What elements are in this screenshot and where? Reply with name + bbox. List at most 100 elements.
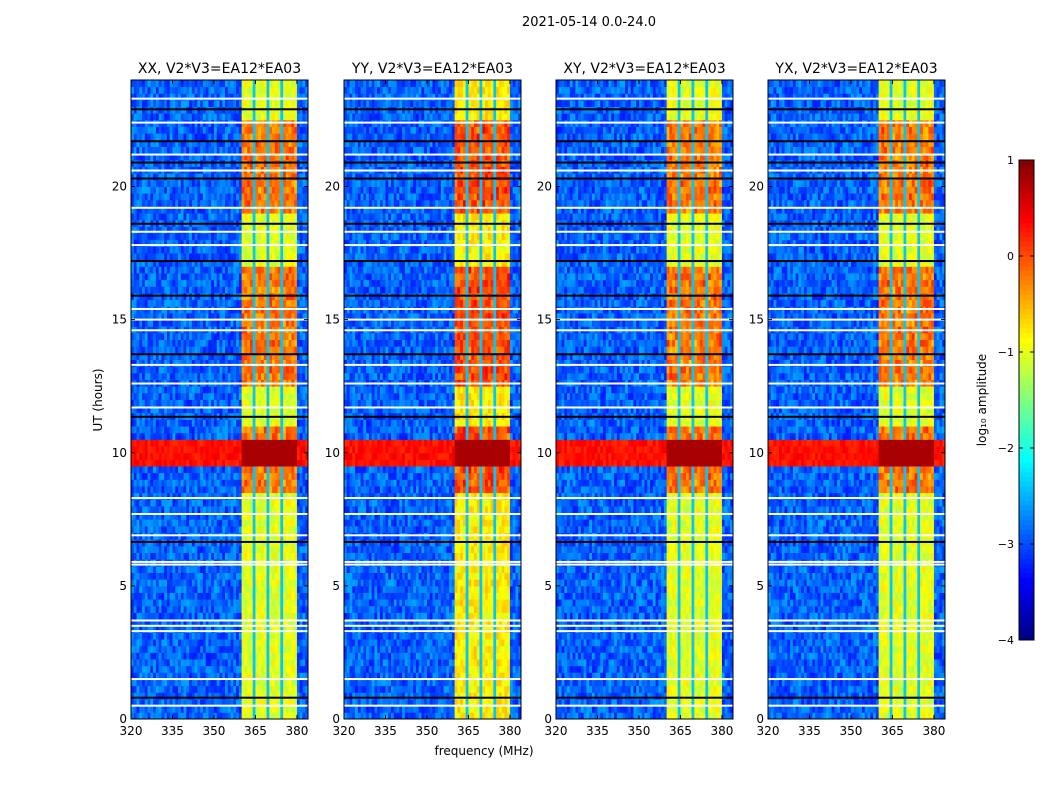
heatmap-cell <box>180 479 184 487</box>
heatmap-cell <box>197 639 201 647</box>
heatmap-cell <box>272 199 276 207</box>
heatmap-cell <box>241 565 245 573</box>
heatmap-cell <box>144 392 148 400</box>
heatmap-cell <box>269 399 273 407</box>
heatmap-cell <box>280 233 284 241</box>
heatmap-cell <box>222 459 226 467</box>
heatmap-cell <box>249 519 254 527</box>
heatmap-cell <box>285 366 290 374</box>
heatmap-cell <box>147 645 151 653</box>
heatmap-cell <box>183 253 187 261</box>
heatmap-cell <box>164 452 168 460</box>
heatmap-cell <box>153 426 157 434</box>
heatmap-cell <box>288 585 292 593</box>
heatmap-cell <box>208 273 212 281</box>
heatmap-cell <box>233 439 237 447</box>
heatmap-cell <box>180 273 184 281</box>
heatmap-cell <box>260 312 265 321</box>
heatmap-cell <box>169 466 173 474</box>
heatmap-cell <box>225 266 229 274</box>
heatmap-cell <box>302 352 306 360</box>
heatmap-cell <box>222 446 226 454</box>
heatmap-cell <box>183 579 187 587</box>
heatmap-cell <box>272 339 276 347</box>
heatmap-cell <box>186 246 190 254</box>
heatmap-cell <box>225 565 229 573</box>
heatmap-cell <box>238 479 243 487</box>
heatmap-cell <box>252 712 256 720</box>
heatmap-cell <box>161 712 165 720</box>
heatmap-cell <box>133 599 137 607</box>
heatmap-cell <box>178 506 182 514</box>
heatmap-cell <box>144 699 148 707</box>
heatmap-cell <box>266 512 270 520</box>
heatmap-cell <box>266 499 270 507</box>
heatmap-cell <box>169 459 173 467</box>
heatmap-cell <box>238 319 243 327</box>
heatmap-cell <box>133 486 137 494</box>
heatmap-cell <box>183 612 187 620</box>
heatmap-cell <box>302 372 306 380</box>
heatmap-cell <box>288 279 292 287</box>
heatmap-cell <box>208 372 212 380</box>
heatmap-cell <box>269 699 273 707</box>
heatmap-cell <box>150 605 154 613</box>
heatmap-cell <box>236 352 240 360</box>
heatmap-cell <box>222 319 226 327</box>
heatmap-cell <box>216 672 220 680</box>
heatmap-cell <box>274 299 278 307</box>
heatmap-cell <box>305 579 309 587</box>
heatmap-cell <box>194 466 198 474</box>
heatmap-cell <box>131 299 135 307</box>
heatmap-cell <box>200 392 204 400</box>
heatmap-cell <box>197 632 201 640</box>
heatmap-cell <box>272 426 276 434</box>
heatmap-cell <box>244 625 248 633</box>
heatmap-cell <box>260 226 265 234</box>
heatmap-cell <box>144 486 148 494</box>
heatmap-cell <box>291 259 295 267</box>
heatmap-cell <box>277 565 281 573</box>
heatmap-cell <box>178 565 182 573</box>
heatmap-cell <box>172 519 176 527</box>
heatmap-cell <box>213 572 218 580</box>
heatmap-cell <box>144 605 148 613</box>
heatmap-cell <box>139 286 143 294</box>
heatmap-cell <box>225 572 229 580</box>
heatmap-cell <box>202 286 207 294</box>
heatmap-cell <box>233 479 237 487</box>
heatmap-cell <box>283 479 287 487</box>
heatmap-cell <box>258 446 262 454</box>
heatmap-cell <box>291 432 295 440</box>
heatmap-cell <box>238 206 243 214</box>
heatmap-cell <box>280 446 284 454</box>
heatmap-cell <box>247 419 251 427</box>
heatmap-cell <box>227 386 231 394</box>
heatmap-cell <box>291 472 295 480</box>
heatmap-cell <box>155 572 160 580</box>
heatmap-cell <box>247 273 251 281</box>
heatmap-cell <box>296 239 301 247</box>
heatmap-cell <box>280 439 284 447</box>
heatmap-cell <box>233 572 237 580</box>
heatmap-cell <box>266 339 270 347</box>
heatmap-cell <box>186 632 190 640</box>
heatmap-cell <box>178 699 182 707</box>
heatmap-cell <box>305 506 309 514</box>
heatmap-cell <box>244 565 248 573</box>
heatmap-cell <box>131 392 135 400</box>
heatmap-cell <box>252 419 256 427</box>
heatmap-cell <box>136 312 140 321</box>
heatmap-cell <box>155 332 160 340</box>
heatmap-cell <box>244 339 248 347</box>
heatmap-cell <box>236 392 240 400</box>
heatmap-cell <box>189 299 193 307</box>
heatmap-cell <box>202 226 207 234</box>
heatmap-cell <box>150 712 154 720</box>
heatmap-cell <box>169 392 173 400</box>
heatmap-cell <box>150 506 154 514</box>
heatmap-cell <box>136 492 140 500</box>
heatmap-cell <box>285 579 290 587</box>
heatmap-cell <box>233 372 237 380</box>
heatmap-cell <box>153 486 157 494</box>
